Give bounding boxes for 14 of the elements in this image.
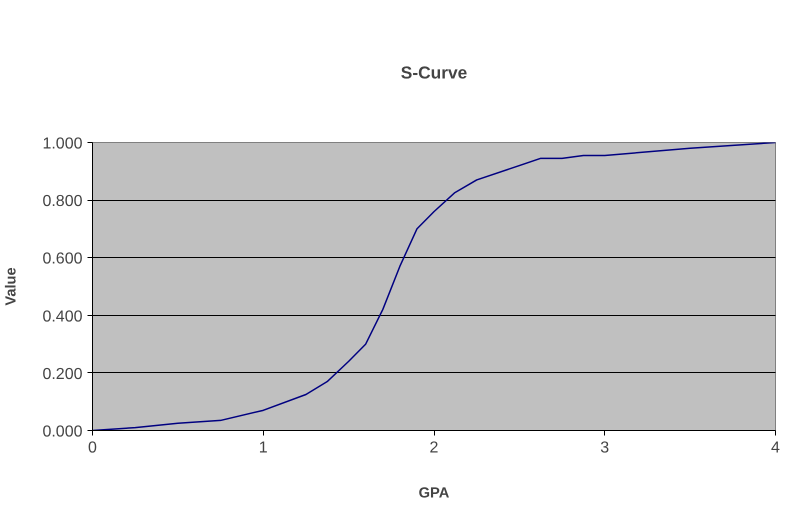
y-tick-label: 0.400 — [42, 308, 83, 326]
x-tick-label: 1 — [258, 440, 268, 456]
x-tick-label: 4 — [771, 440, 780, 456]
x-tick-label: 0 — [88, 440, 98, 456]
y-tick-label: 0.600 — [42, 250, 83, 268]
chart-title: S-Curve — [400, 62, 468, 82]
y-tick-label: 0.800 — [42, 193, 83, 210]
y-tick-label: 0.000 — [42, 424, 83, 440]
x-tick-label: 2 — [430, 440, 439, 456]
x-axis-title: GPA — [418, 486, 450, 502]
y-tick-label: 0.200 — [42, 366, 83, 383]
x-tick-label: 3 — [600, 440, 610, 456]
y-tick-label: 1.000 — [42, 136, 83, 152]
y-axis-title: Value — [3, 267, 20, 306]
